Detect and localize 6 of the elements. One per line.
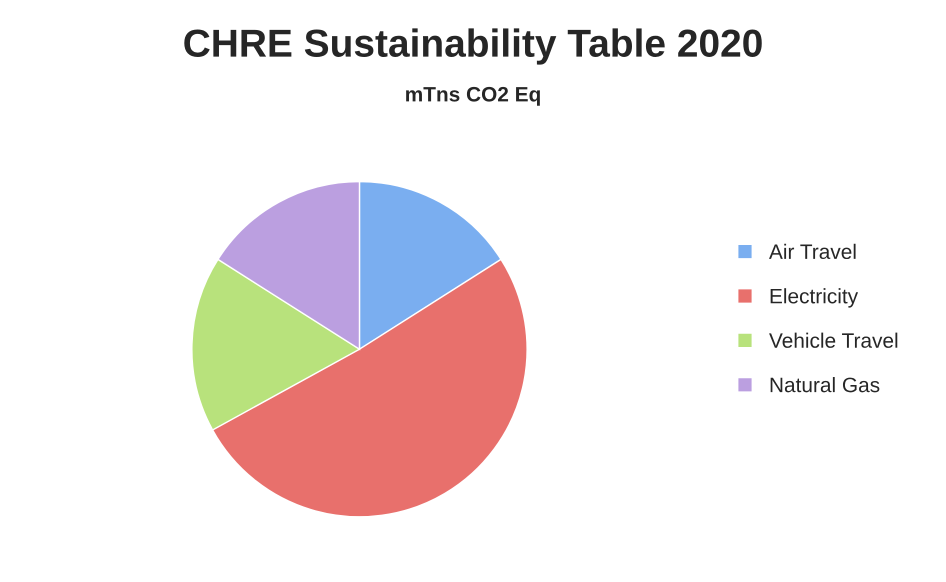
legend-label: Air Travel xyxy=(769,244,856,260)
legend-label: Natural Gas xyxy=(770,377,880,392)
chart-title: CHRE Sustainability Table 2020 xyxy=(184,28,762,65)
legend-label: Electricity xyxy=(770,288,858,308)
chart-subtitle: mTns CO2 Eq xyxy=(406,86,540,106)
legend-label: Vehicle Travel xyxy=(769,332,898,348)
